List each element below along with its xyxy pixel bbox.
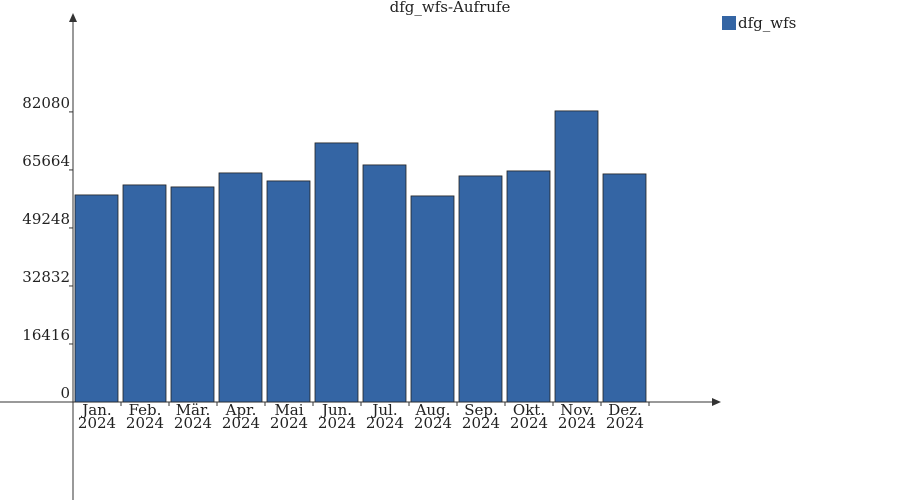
bar xyxy=(458,175,503,403)
x-tick-label: 2024 xyxy=(606,414,644,432)
y-axis-arrow xyxy=(69,13,77,22)
y-tick-label: 0 xyxy=(60,384,70,402)
x-tick-label: 2024 xyxy=(414,414,452,432)
bar xyxy=(602,173,647,403)
y-tick-label: 32832 xyxy=(22,268,70,286)
x-tick-label: Mär. xyxy=(176,401,211,419)
x-tick-label: 2024 xyxy=(510,414,548,432)
x-tick-label: 2024 xyxy=(462,414,500,432)
x-tick-label: Apr. xyxy=(225,401,257,419)
x-tick-label: Jun. xyxy=(320,401,352,419)
x-tick-label: Dez. xyxy=(608,401,642,419)
x-tick-label: 2024 xyxy=(174,414,212,432)
x-axis-arrow xyxy=(712,398,721,406)
bar xyxy=(170,186,215,403)
x-tick-label: Mai xyxy=(274,401,303,419)
x-tick-label: 2024 xyxy=(558,414,596,432)
bar xyxy=(314,142,359,403)
bar xyxy=(554,110,599,403)
y-tick-label: 49248 xyxy=(22,210,70,228)
legend-label: dfg_wfs xyxy=(738,14,796,32)
x-tick-label: 2024 xyxy=(270,414,308,432)
chart-title: dfg_wfs-Aufrufe xyxy=(390,0,511,16)
x-tick-label: 2024 xyxy=(366,414,404,432)
x-tick-label: 2024 xyxy=(318,414,356,432)
x-tick-label: 2024 xyxy=(222,414,260,432)
x-tick-label: Nov. xyxy=(560,401,594,419)
x-tick-label: 2024 xyxy=(78,414,116,432)
x-tick-label: Jan. xyxy=(80,401,111,419)
legend-swatch xyxy=(722,16,736,30)
x-tick-label: Sep. xyxy=(464,401,498,419)
y-tick-label: 16416 xyxy=(22,326,70,344)
y-tick-label: 65664 xyxy=(22,152,70,170)
bar xyxy=(122,184,167,403)
x-tick-label: Jul. xyxy=(370,401,397,419)
x-tick-label: Aug. xyxy=(415,401,451,419)
bar xyxy=(218,172,263,403)
x-tick-label: Feb. xyxy=(129,401,162,419)
bar xyxy=(266,180,311,403)
bar xyxy=(74,194,119,403)
bar xyxy=(410,195,455,403)
y-tick-label: 82080 xyxy=(22,94,70,112)
x-tick-label: Okt. xyxy=(513,401,545,419)
bar xyxy=(362,164,407,403)
x-tick-label: 2024 xyxy=(126,414,164,432)
bar xyxy=(506,170,551,403)
